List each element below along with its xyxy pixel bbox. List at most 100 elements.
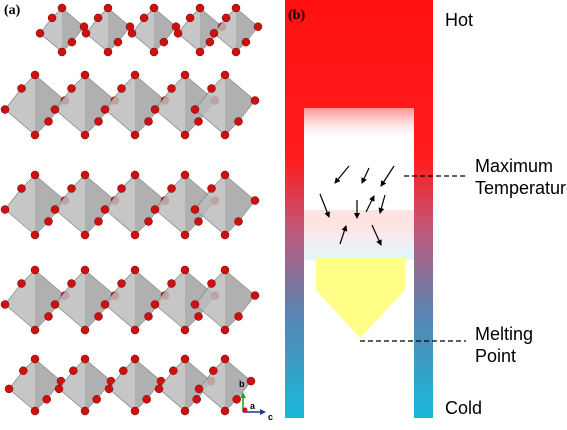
oxygen-atom <box>44 217 53 226</box>
furnace-wall <box>285 0 433 418</box>
oxygen-atom <box>57 47 67 57</box>
oxygen-atom <box>220 354 230 364</box>
axis-a-dot <box>242 407 248 413</box>
oxygen-atom <box>195 3 205 13</box>
oxygen-atom <box>94 217 103 226</box>
furnace-diagram <box>285 0 466 418</box>
octahedron-shade <box>135 175 165 235</box>
oxygen-atom <box>194 217 203 226</box>
oxygen-atom <box>80 130 90 140</box>
max-temp-label-line2: Temperature <box>475 178 567 198</box>
oxygen-atom <box>35 29 45 38</box>
oxygen-atom <box>207 84 216 93</box>
oxygen-atom <box>50 205 60 214</box>
oxygen-atom <box>253 22 263 31</box>
oxygen-atom <box>241 37 251 47</box>
oxygen-atom <box>92 395 101 404</box>
oxygen-atom <box>113 37 123 47</box>
octahedron-shade <box>236 8 258 52</box>
oxygen-atom <box>130 230 140 240</box>
oxygen-atom <box>30 130 40 140</box>
oxygen-atom <box>195 47 205 57</box>
hot-label: Hot <box>445 10 473 30</box>
octahedron-shade <box>85 175 115 235</box>
cavity-heat-glow <box>304 108 414 153</box>
oxygen-atom <box>180 406 190 416</box>
oxygen-atom <box>67 37 77 47</box>
oxygen-atom <box>159 37 169 47</box>
oxygen-atom <box>190 205 200 214</box>
oxygen-atom <box>50 105 60 114</box>
max-temp-label-line1: Maximum <box>475 156 553 176</box>
oxygen-atom <box>234 117 243 126</box>
octahedron-shade <box>85 75 115 135</box>
flow-arrow <box>361 167 370 184</box>
oxygen-atom <box>50 300 60 309</box>
oxygen-atom <box>220 265 230 275</box>
oxygen-atom <box>190 300 200 309</box>
oxygen-atom <box>180 354 190 364</box>
cold-label: Cold <box>445 398 482 418</box>
oxygen-atom <box>142 395 151 404</box>
oxygen-atom <box>30 325 40 335</box>
oxygen-atom <box>19 366 28 375</box>
flow-arrow <box>334 165 350 184</box>
oxygen-atom <box>80 70 90 80</box>
oxygen-atom <box>103 47 113 57</box>
oxygen-atom <box>234 217 243 226</box>
oxygen-atom <box>246 376 256 386</box>
oxygen-atom <box>232 395 241 404</box>
oxygen-atom <box>104 384 114 394</box>
oxygen-atom <box>150 300 160 309</box>
oxygen-atom <box>127 29 137 38</box>
oxygen-atom <box>67 279 76 288</box>
flow-arrow <box>319 193 330 218</box>
octahedron-shade <box>85 359 111 411</box>
oxygen-atom <box>117 184 126 193</box>
oxygen-atom <box>80 265 90 275</box>
oxygen-atom <box>30 354 40 364</box>
oxygen-atom <box>250 291 260 300</box>
oxygen-atom <box>220 130 230 140</box>
oxygen-atom <box>80 325 90 335</box>
panel-b-label: (b) <box>288 8 305 23</box>
oxygen-atom <box>180 70 190 80</box>
oxygen-atom <box>220 70 230 80</box>
oxygen-atom <box>190 105 200 114</box>
oxygen-atom <box>30 406 40 416</box>
oxygen-atom <box>17 184 26 193</box>
melt-crucible <box>316 258 405 338</box>
oxygen-atom <box>209 366 218 375</box>
oxygen-atom <box>167 279 176 288</box>
oxygen-atom <box>149 3 159 13</box>
axis-b-head <box>240 392 246 398</box>
oxygen-atom <box>231 47 241 57</box>
oxygen-atom <box>180 130 190 140</box>
oxygen-atom <box>4 384 14 394</box>
octahedron-shade <box>135 359 161 411</box>
oxygen-atom <box>150 205 160 214</box>
octahedron-shade <box>35 359 61 411</box>
oxygen-atom <box>185 13 195 23</box>
oxygen-atom <box>234 312 243 321</box>
oxygen-atom <box>180 265 190 275</box>
oxygen-atom <box>0 205 10 214</box>
oxygen-atom <box>54 384 64 394</box>
octahedron-shade <box>135 270 165 330</box>
oxygen-atom <box>30 170 40 180</box>
oxygen-atom <box>80 354 90 364</box>
oxygen-atom <box>94 312 103 321</box>
oxygen-atom <box>173 29 183 38</box>
oxygen-atom <box>130 265 140 275</box>
octahedron-shade <box>108 8 130 52</box>
oxygen-atom <box>207 184 216 193</box>
oxygen-atom <box>100 105 110 114</box>
octahedron-shade <box>225 75 255 135</box>
flow-arrow <box>378 194 386 214</box>
oxygen-atom <box>30 265 40 275</box>
oxygen-atom <box>149 47 159 57</box>
oxygen-atom <box>130 325 140 335</box>
oxygen-atom <box>130 130 140 140</box>
oxygen-atom <box>180 230 190 240</box>
oxygen-atom <box>130 354 140 364</box>
